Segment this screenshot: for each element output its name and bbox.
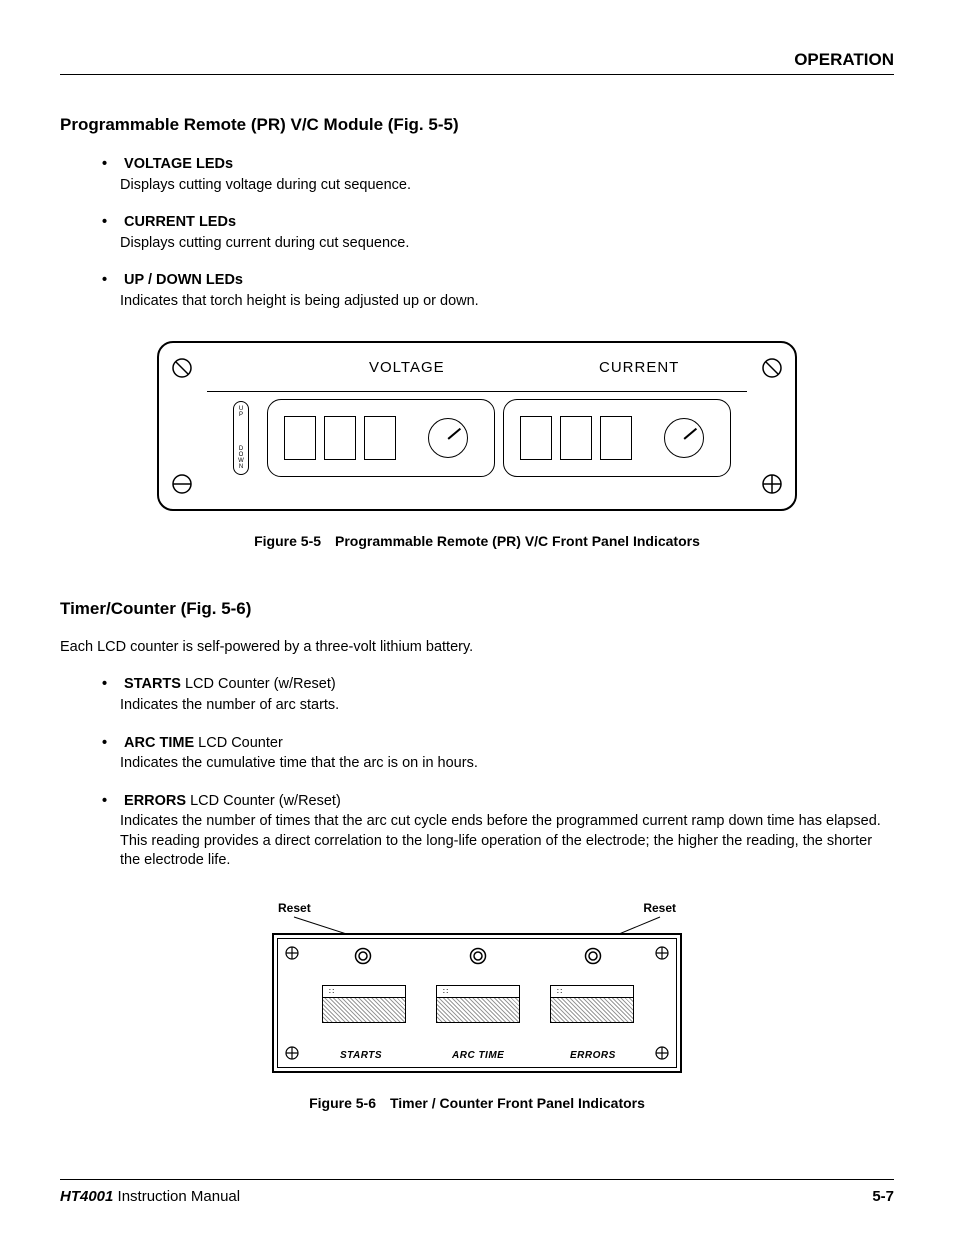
bullet-voltage-leds: VOLTAGE LEDs Displays cutting voltage du… — [120, 155, 894, 195]
bullet-label: STARTS — [124, 676, 181, 692]
voltage-digit — [324, 416, 356, 460]
current-digit — [520, 416, 552, 460]
screw-icon — [654, 945, 670, 961]
bullet-arctime: ARC TIME LCD Counter Indicates the cumul… — [120, 734, 894, 774]
current-label: CURRENT — [599, 359, 679, 376]
starts-counter: ∷ — [322, 985, 406, 1023]
reset-right-label: Reset — [643, 901, 676, 915]
voltage-label: VOLTAGE — [369, 359, 445, 376]
screw-icon — [284, 1045, 300, 1061]
up-down-indicator: UP DOWN — [233, 401, 249, 475]
bullet-desc: Displays cutting current during cut sequ… — [120, 234, 894, 254]
reset-button-icon — [354, 947, 372, 965]
current-display-group — [503, 399, 731, 477]
bullet-label: CURRENT LEDs — [124, 214, 236, 230]
starts-label: STARTS — [340, 1050, 382, 1061]
voltage-display-group — [267, 399, 495, 477]
bullet-label: ERRORS — [124, 793, 186, 809]
header-section-title: OPERATION — [60, 50, 894, 70]
screw-icon — [761, 473, 783, 495]
figure-5-6-caption: Figure 5-6 Timer / Counter Front Panel I… — [60, 1095, 894, 1111]
bullet-desc: Displays cutting voltage during cut sequ… — [120, 176, 894, 196]
bullet-desc: Indicates the number of arc starts. — [120, 696, 894, 716]
section2-title: Timer/Counter (Fig. 5-6) — [60, 599, 894, 619]
bullet-desc: Indicates that torch height is being adj… — [120, 292, 894, 312]
button-icon — [469, 947, 487, 965]
panel-divider — [207, 391, 747, 392]
down-text: DOWN — [234, 446, 248, 470]
errors-label: ERRORS — [570, 1050, 616, 1061]
footer-page-number: 5-7 — [872, 1188, 894, 1205]
current-knob — [664, 418, 704, 458]
bullet-suffix: LCD Counter (w/Reset) — [186, 793, 341, 809]
arctime-label: ARC TIME — [452, 1050, 504, 1061]
bullet-suffix: LCD Counter — [194, 735, 283, 751]
screw-icon — [171, 473, 193, 495]
voltage-knob — [428, 418, 468, 458]
bullet-errors: ERRORS LCD Counter (w/Reset) Indicates t… — [120, 792, 894, 871]
current-digit — [560, 416, 592, 460]
errors-counter: ∷ — [550, 985, 634, 1023]
figure-5-5: VOLTAGE CURRENT UP DOWN — [157, 341, 797, 511]
figure-5-5-caption: Figure 5-5 Programmable Remote (PR) V/C … — [60, 533, 894, 549]
voltage-digit — [284, 416, 316, 460]
bullet-updown-leds: UP / DOWN LEDs Indicates that torch heig… — [120, 271, 894, 311]
section1-title: Programmable Remote (PR) V/C Module (Fig… — [60, 115, 894, 135]
screw-icon — [171, 357, 193, 379]
pr-vc-panel: VOLTAGE CURRENT UP DOWN — [157, 341, 797, 511]
footer-model: HT4001 — [60, 1188, 113, 1205]
footer-left: HT4001 Instruction Manual — [60, 1188, 240, 1205]
screw-icon — [761, 357, 783, 379]
bullet-label: ARC TIME — [124, 735, 194, 751]
section2-intro: Each LCD counter is self-powered by a th… — [60, 639, 894, 655]
timer-counter-panel: ∷ ∷ ∷ STARTS ARC TIME ERRORS — [272, 933, 682, 1073]
bullet-suffix: LCD Counter (w/Reset) — [181, 676, 336, 692]
current-digit — [600, 416, 632, 460]
timer-counter-panel-inner: ∷ ∷ ∷ STARTS ARC TIME ERRORS — [277, 938, 677, 1068]
bullet-desc: Indicates the number of times that the a… — [120, 812, 894, 871]
reset-labels-row: Reset Reset — [272, 901, 682, 915]
bullet-label: UP / DOWN LEDs — [124, 272, 243, 288]
voltage-digit — [364, 416, 396, 460]
page-header: OPERATION — [60, 50, 894, 75]
screw-icon — [284, 945, 300, 961]
up-text: UP — [234, 406, 248, 418]
reset-left-label: Reset — [278, 901, 311, 915]
reset-button-icon — [584, 947, 602, 965]
arctime-counter: ∷ — [436, 985, 520, 1023]
section2-bullets: STARTS LCD Counter (w/Reset) Indicates t… — [120, 675, 894, 871]
lead-lines — [272, 915, 682, 935]
section1-bullets: VOLTAGE LEDs Displays cutting voltage du… — [120, 155, 894, 311]
bullet-current-leds: CURRENT LEDs Displays cutting current du… — [120, 213, 894, 253]
page-footer: HT4001 Instruction Manual 5-7 — [60, 1179, 894, 1205]
bullet-starts: STARTS LCD Counter (w/Reset) Indicates t… — [120, 675, 894, 715]
figure-5-6: Reset Reset ∷ ∷ ∷ STARTS ARC TIME ERRORS — [272, 901, 682, 1073]
bullet-label: VOLTAGE LEDs — [124, 156, 233, 172]
screw-icon — [654, 1045, 670, 1061]
footer-rest: Instruction Manual — [113, 1188, 240, 1205]
bullet-desc: Indicates the cumulative time that the a… — [120, 754, 894, 774]
